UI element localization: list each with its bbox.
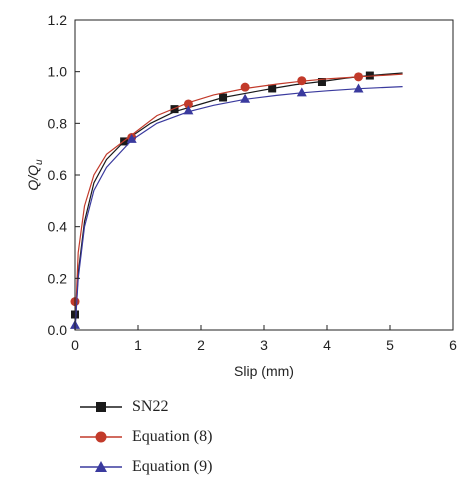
legend-swatch-equation-9 [80, 461, 122, 472]
legend-swatch-sn22 [80, 402, 122, 412]
data-point-sn22 [317, 78, 326, 86]
x-axis-title: Slip (mm) [234, 363, 294, 379]
y-tick-label: 0.8 [48, 115, 68, 131]
x-tick-label: 3 [260, 337, 268, 353]
y-axis-title-subscript: u [34, 159, 45, 165]
data-point-equation-9 [240, 93, 251, 103]
legend-marker-sn22 [96, 402, 106, 412]
x-tick-label: 0 [71, 337, 79, 353]
series-line-sn22 [74, 72, 403, 331]
data-point-sn22 [219, 93, 228, 102]
legend-item-equation-8: Equation (8) [78, 422, 212, 452]
data-point-equation-9 [126, 133, 137, 143]
data-point-equation-8 [297, 76, 307, 86]
y-tick-label: 1.2 [48, 12, 68, 28]
x-tick-label: 6 [449, 337, 457, 353]
y-tick-label: 0.0 [48, 322, 68, 338]
y-axis-title: Q/Qu [25, 159, 45, 191]
legend-marker-equation-9 [95, 461, 107, 472]
data-point-sn22 [170, 105, 179, 114]
legend-label-sn22: SN22 [132, 398, 169, 415]
legend-label-equation-9: Equation (9) [132, 458, 213, 475]
data-point-equation-9 [296, 87, 307, 97]
y-tick-label: 0.2 [48, 270, 68, 286]
legend-item-sn22: SN22 [78, 392, 212, 422]
y-tick-label: 0.4 [48, 219, 68, 235]
data-point-equation-8 [240, 82, 250, 92]
data-point-equation-8 [354, 72, 363, 82]
legend-marker-equation-8 [95, 431, 107, 443]
x-tick-label: 1 [134, 337, 142, 353]
data-point-sn22 [268, 84, 277, 93]
x-tick-label: 5 [386, 337, 394, 353]
data-point-equation-9 [183, 105, 194, 115]
legend-swatch-equation-8 [80, 431, 122, 443]
chart: 0 1 2 3 4 5 6 0.0 0.2 0.4 0.6 0.8 1.0 1.2 Slip (mm) Q… [25, 12, 458, 379]
y-tick-label: 0.6 [48, 167, 68, 183]
data-point-equation-9 [353, 83, 364, 93]
y-axis-title-main: Q/Q [25, 165, 41, 191]
data-point-equation-8 [183, 99, 193, 109]
series-layer [70, 71, 403, 331]
plot-frame [74, 19, 454, 331]
x-tick-label: 4 [323, 337, 331, 353]
legend-item-equation-9: Equation (9) [78, 452, 212, 482]
legend-label-equation-8: Equation (8) [132, 428, 213, 445]
y-tick-label: 1.0 [48, 64, 68, 80]
series-line-equation-8 [74, 73, 403, 331]
legend: SN22 Equation (8) Equation (9) [78, 392, 212, 482]
series-line-equation-9 [74, 86, 403, 331]
ticks-layer: 0 1 2 3 4 5 6 0.0 0.2 0.4 0.6 0.8 1.0 1.2 [48, 12, 458, 353]
x-tick-label: 2 [197, 337, 205, 353]
